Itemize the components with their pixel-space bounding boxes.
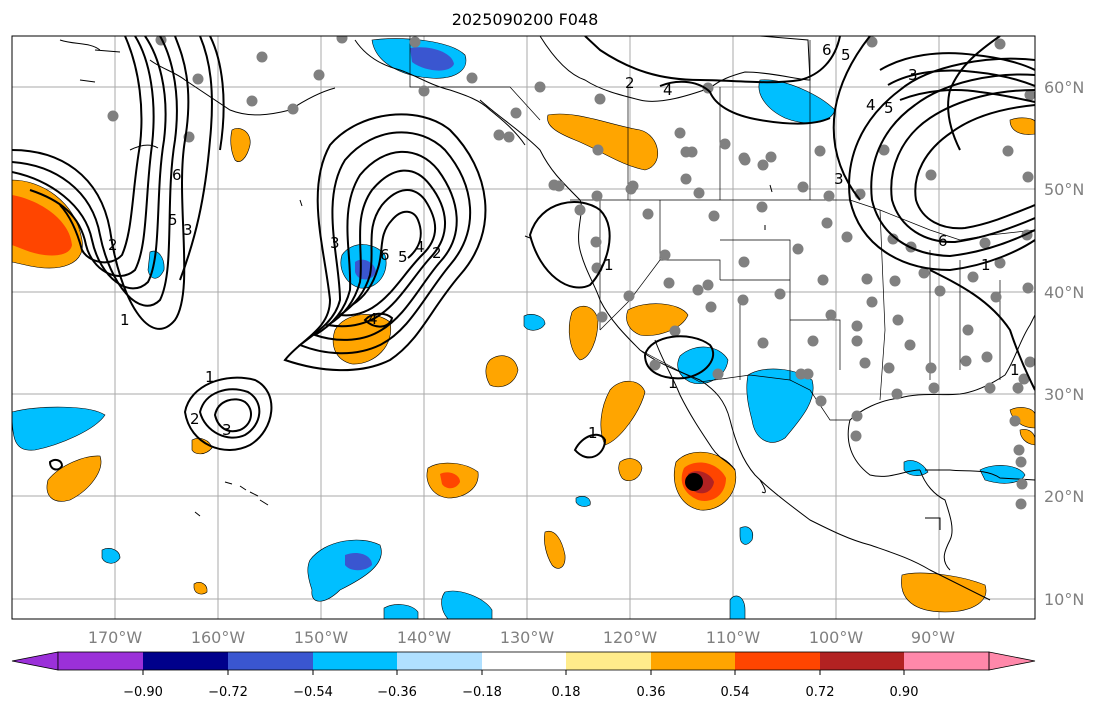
lon-label-170w: 170°W bbox=[88, 628, 143, 647]
colorbar-tick-1: −0.72 bbox=[208, 685, 248, 700]
colorbar-tick-3: −0.36 bbox=[377, 685, 417, 700]
colorbar-high-extend bbox=[988, 651, 1036, 671]
contour-label-5g: 5 bbox=[841, 46, 851, 64]
lat-label-10n: 10°N bbox=[1044, 590, 1084, 609]
contour-label-4g: 4 bbox=[663, 81, 673, 99]
coastlines bbox=[59, 36, 1035, 601]
colorbar-tick-4: −0.18 bbox=[462, 685, 502, 700]
contour-label-1: 1 bbox=[120, 311, 130, 329]
contour-label-5b: 5 bbox=[398, 248, 408, 266]
contour-label-4c: 4 bbox=[368, 310, 378, 328]
colorbar-swatch-9 bbox=[820, 652, 904, 670]
contour-label-1e: 1 bbox=[668, 374, 678, 392]
colorbar-swatch-8 bbox=[735, 652, 820, 670]
colorbar-swatch-4 bbox=[397, 652, 482, 670]
colorbar-low-extend bbox=[11, 651, 59, 671]
colorbar-tick-7: 0.54 bbox=[721, 685, 750, 700]
colorbar-swatch-3 bbox=[313, 652, 397, 670]
contour-label-6i: 6 bbox=[938, 232, 948, 250]
contour-label-1i: 1 bbox=[981, 256, 991, 274]
contour-label-5: 5 bbox=[168, 211, 178, 229]
colorbar-tick-0: −0.90 bbox=[123, 685, 163, 700]
lon-label-120w: 120°W bbox=[603, 628, 658, 647]
contour-label-2: 2 bbox=[108, 236, 118, 254]
map-frame bbox=[11, 35, 1036, 620]
map-title: 2025090200 F048 bbox=[451, 10, 599, 29]
lat-label-30n: 30°N bbox=[1044, 385, 1084, 404]
contour-label-1j: 1 bbox=[1010, 361, 1020, 379]
contour-label-marks: 1 2 3 5 6 3 6 5 4 2 4 1 2 3 1 1 1 2 4 6 … bbox=[108, 41, 1020, 442]
contour-label-6g: 6 bbox=[822, 41, 832, 59]
contour-label-3i: 3 bbox=[834, 170, 844, 188]
contour-label-1f: 1 bbox=[588, 424, 598, 442]
contour-label-3: 3 bbox=[183, 221, 193, 239]
lat-label-40n: 40°N bbox=[1044, 283, 1084, 302]
contour-label-3c: 3 bbox=[222, 421, 232, 439]
contour-label-4h: 4 bbox=[866, 96, 876, 114]
colorbar-tick-2: −0.54 bbox=[293, 685, 333, 700]
contour-label-2c: 2 bbox=[190, 410, 200, 428]
lat-label-50n: 50°N bbox=[1044, 180, 1084, 199]
colorbar-swatch-2 bbox=[228, 652, 313, 670]
colorbar-swatch-10 bbox=[904, 652, 989, 670]
lon-label-100w: 100°W bbox=[809, 628, 864, 647]
contour-label-2g: 2 bbox=[625, 74, 635, 92]
colorbar-swatch-7 bbox=[651, 652, 735, 670]
colorbar-swatch-1 bbox=[143, 652, 228, 670]
lon-label-110w: 110°W bbox=[706, 628, 761, 647]
colorbar-tick-8: 0.72 bbox=[806, 685, 835, 700]
contour-label-5h: 5 bbox=[884, 99, 894, 117]
colorbar-tick-5: 0.18 bbox=[552, 685, 581, 700]
contour-label-3h: 3 bbox=[908, 66, 918, 84]
lat-label-20n: 20°N bbox=[1044, 487, 1084, 506]
lon-label-140w: 140°W bbox=[397, 628, 452, 647]
colorbar-swatch-5 bbox=[482, 652, 566, 670]
contour-label-3b: 3 bbox=[330, 234, 340, 252]
colorbar: −0.90 −0.72 −0.54 −0.36 −0.18 0.18 0.36 … bbox=[11, 651, 1036, 700]
map-area bbox=[12, 36, 1035, 619]
lat-label-60n: 60°N bbox=[1044, 78, 1084, 97]
lon-label-160w: 160°W bbox=[191, 628, 246, 647]
colorbar-tick-9: 0.90 bbox=[890, 685, 919, 700]
contour-label-4b: 4 bbox=[415, 238, 425, 256]
station-markers bbox=[107, 36, 1035, 510]
contour-label-6b: 6 bbox=[380, 246, 390, 264]
colorbar-swatch-0 bbox=[58, 652, 143, 670]
colorbar-swatch-6 bbox=[566, 652, 651, 670]
contour-label-1d: 1 bbox=[604, 256, 614, 274]
latitude-labels: 60°N 50°N 40°N 30°N 20°N 10°N bbox=[1044, 78, 1084, 609]
lon-label-130w: 130°W bbox=[500, 628, 555, 647]
lon-label-150w: 150°W bbox=[294, 628, 349, 647]
contour-label-1c: 1 bbox=[205, 368, 215, 386]
contour-label-2b: 2 bbox=[432, 244, 442, 262]
lon-label-90w: 90°W bbox=[911, 628, 955, 647]
colorbar-tick-6: 0.36 bbox=[637, 685, 666, 700]
contour-lines bbox=[12, 36, 1035, 471]
contour-label-6: 6 bbox=[172, 166, 182, 184]
longitude-labels: 170°W 160°W 150°W 140°W 130°W 120°W 110°… bbox=[88, 628, 955, 647]
